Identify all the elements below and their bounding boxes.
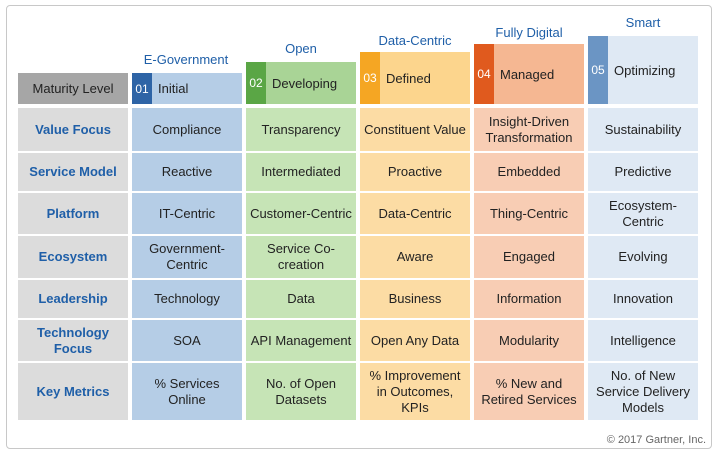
grid-cell: Intelligence (588, 320, 698, 361)
level-label-developing: Developing (272, 75, 338, 91)
grid-cell: Modularity (474, 320, 584, 361)
grid-cell: Thing-Centric (474, 193, 584, 234)
grid-cell: Customer-Centric (246, 193, 356, 234)
level-number-02: 02 (246, 62, 266, 104)
phase-name-e-government: E-Government (143, 52, 229, 67)
grid-cell: Embedded (474, 153, 584, 191)
grid-cell: Government-Centric (132, 236, 242, 278)
level-defined: 03 Defined (360, 52, 470, 104)
grid-cell: No. of New Service Delivery Models (588, 363, 698, 420)
row-label: Value Focus (18, 108, 128, 151)
row-label: Platform (18, 193, 128, 234)
grid-cell: Transparency (246, 108, 356, 151)
row-label: Leadership (18, 280, 128, 318)
grid-cell: Constituent Value (360, 108, 470, 151)
grid-cell: API Management (246, 320, 356, 361)
grid-cell: Predictive (588, 153, 698, 191)
level-initial: 01 Initial (132, 73, 242, 104)
phase-name-smart: Smart (625, 15, 661, 30)
row-label: Service Model (18, 153, 128, 191)
level-number-05: 05 (588, 36, 608, 104)
phase-name-open: Open (285, 41, 317, 56)
grid-cell: Ecosystem-Centric (588, 193, 698, 234)
level-developing: 02 Developing (246, 62, 356, 104)
grid-cell: Aware (360, 236, 470, 278)
grid-cell: Information (474, 280, 584, 318)
row-label: Technology Focus (18, 320, 128, 361)
grid-cell: SOA (132, 320, 242, 361)
copyright-notice: © 2017 Gartner, Inc. (606, 434, 706, 446)
row-label: Ecosystem (18, 236, 128, 278)
grid-cell: Intermediated (246, 153, 356, 191)
grid-cell: Innovation (588, 280, 698, 318)
level-label-managed: Managed (500, 66, 555, 82)
grid-cell: Insight-Driven Transformation (474, 108, 584, 151)
grid-cell: Data-Centric (360, 193, 470, 234)
grid-cell: Reactive (132, 153, 242, 191)
phase-name-fully-digital: Fully Digital (495, 25, 563, 40)
level-label-optimizing: Optimizing (614, 62, 676, 78)
grid-cell: Open Any Data (360, 320, 470, 361)
row-label: Key Metrics (18, 363, 128, 420)
maturity-level-header: Maturity Level (18, 73, 128, 104)
grid-cell: Sustainability (588, 108, 698, 151)
phase-name-data-centric: Data-Centric (378, 33, 452, 48)
grid-cell: % Improvement in Outcomes, KPIs (360, 363, 470, 420)
grid-cell: Data (246, 280, 356, 318)
level-optimizing: 05 Optimizing (588, 36, 698, 104)
grid-cell: Engaged (474, 236, 584, 278)
grid-cell: % New and Retired Services (474, 363, 584, 420)
level-label-initial: Initial (158, 81, 189, 96)
grid-cell: % Services Online (132, 363, 242, 420)
grid-cell: Business (360, 280, 470, 318)
level-managed: 04 Managed (474, 44, 584, 104)
grid-cell: Compliance (132, 108, 242, 151)
grid-cell: IT-Centric (132, 193, 242, 234)
grid-cell: Technology (132, 280, 242, 318)
grid-cell: No. of Open Datasets (246, 363, 356, 420)
level-number-04: 04 (474, 44, 494, 104)
grid-cell: Service Co-creation (246, 236, 356, 278)
level-number-01: 01 (132, 73, 152, 104)
grid-cell: Evolving (588, 236, 698, 278)
grid-cell: Proactive (360, 153, 470, 191)
level-number-03: 03 (360, 52, 380, 104)
level-label-defined: Defined (386, 70, 431, 86)
